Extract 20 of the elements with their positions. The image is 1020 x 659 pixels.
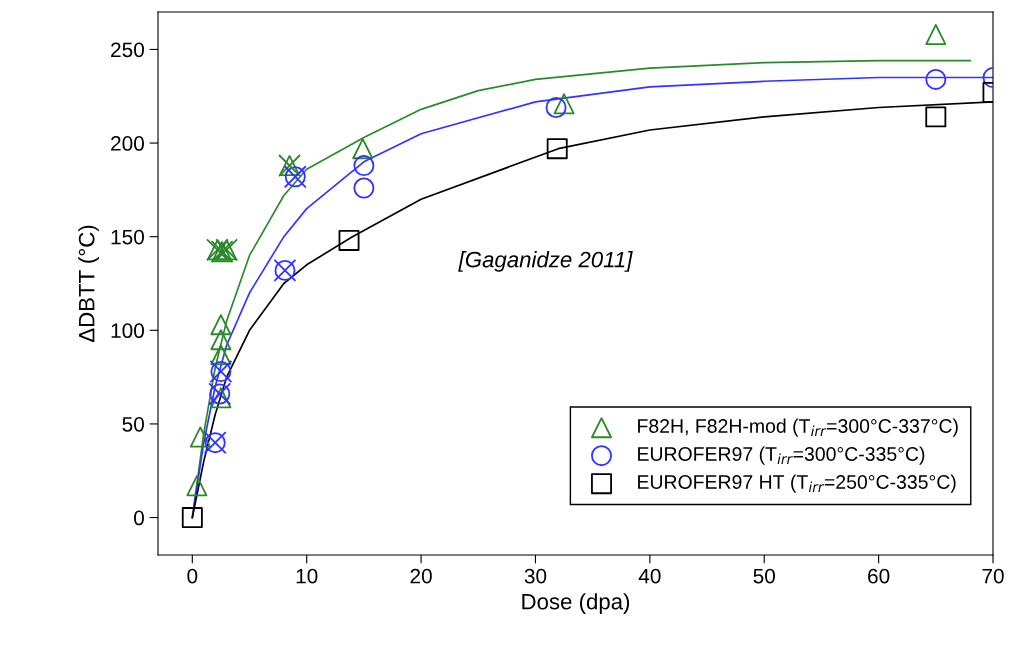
y-tick-label: 50 bbox=[122, 416, 144, 432]
y-axis-title: ΔDBTT (°C) bbox=[78, 225, 99, 343]
x-tick-label: 70 bbox=[982, 568, 1004, 584]
y-tick-label: 0 bbox=[134, 510, 144, 526]
y-tick-label: 250 bbox=[111, 42, 144, 58]
legend-label: EUROFER97 (T$_{irr}$=300°C-335°C) bbox=[638, 446, 925, 465]
x-tick-label: 60 bbox=[868, 568, 890, 584]
x-tick-label: 50 bbox=[753, 568, 776, 584]
y-tick-label: 100 bbox=[111, 323, 144, 339]
x-tick-label: 40 bbox=[638, 568, 661, 584]
legend-label: EUROFER97 HT (T$_{irr}$=250°C-335°C) bbox=[638, 474, 956, 493]
x-tick-label: 10 bbox=[296, 568, 318, 584]
y-tick-label: 200 bbox=[111, 136, 144, 151]
x-tick-label: 0 bbox=[187, 568, 198, 584]
y-tick-label: 150 bbox=[111, 229, 144, 245]
x-axis-title: Dose (dpa) bbox=[522, 593, 630, 614]
annotation: [Gaganidze 2011] bbox=[458, 251, 633, 272]
x-tick-label: 20 bbox=[410, 568, 432, 584]
x-tick-label: 30 bbox=[524, 568, 547, 584]
legend-label: F82H, F82H-mod (T$_{irr}$=300°C-337°C) bbox=[638, 418, 958, 437]
